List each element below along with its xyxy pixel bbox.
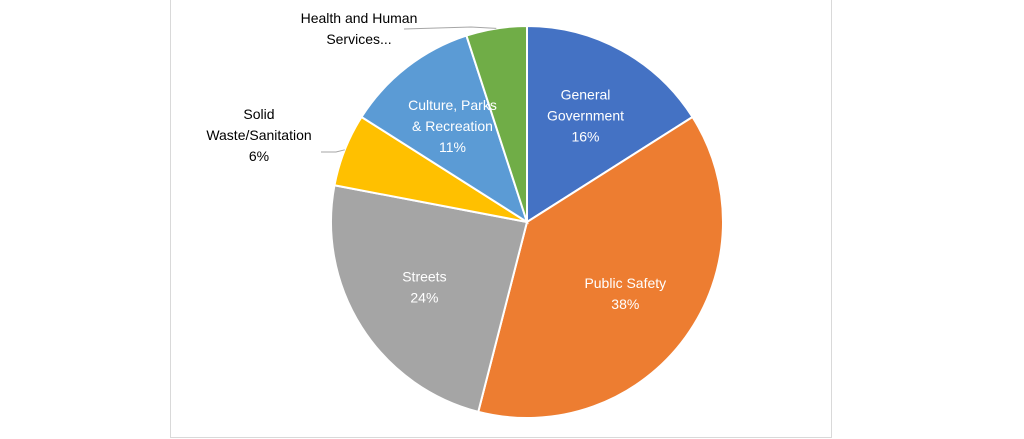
leader-line-solid-waste-sanitation	[321, 149, 345, 153]
data-label-line: Government	[547, 108, 624, 124]
data-label-line: & Recreation	[412, 118, 493, 134]
pie-slice-streets	[330, 184, 529, 414]
pie-slice-health-and-human-services	[465, 24, 528, 223]
pie-chart: General Government 16% Public Safety 38% Stre…	[206, 10, 724, 419]
data-label-line: 11%	[439, 139, 466, 155]
data-label-line: Public Safety	[584, 275, 666, 291]
leader-line-health-and-human-services	[403, 26, 497, 30]
data-label-public-safety: Public Safety 38%	[584, 275, 666, 312]
data-label-general-government: General Government 16%	[547, 87, 624, 145]
data-label-line: Waste/Sanitation	[206, 127, 311, 143]
data-label-line: Streets	[402, 269, 446, 285]
chart-area: General Government 16% Public Safety 38% Stre…	[170, 0, 832, 438]
data-label-culture-parks-recreation: Culture, Parks & Recreation 11%	[408, 97, 497, 155]
data-label-line: Health and Human	[301, 10, 418, 26]
data-label-line: 24%	[410, 290, 438, 306]
data-label-streets: Streets 24%	[402, 269, 446, 306]
pie-slice-culture-parks-recreation	[360, 34, 529, 225]
pie-slice-general-government	[526, 24, 694, 224]
pie-slice-public-safety	[477, 115, 724, 419]
data-label-line: General	[561, 87, 611, 103]
data-label-line: 6%	[249, 148, 269, 164]
data-label-health-and-human-services: Health and Human Services...	[301, 10, 418, 47]
data-label-line: 38%	[611, 296, 639, 312]
data-label-line: Services...	[326, 31, 391, 47]
data-label-line: Culture, Parks	[408, 97, 497, 113]
data-label-line: Solid	[243, 106, 274, 122]
data-label-line: 16%	[571, 129, 599, 145]
data-label-solid-waste-sanitation: Solid Waste/Sanitation 6%	[206, 106, 311, 164]
